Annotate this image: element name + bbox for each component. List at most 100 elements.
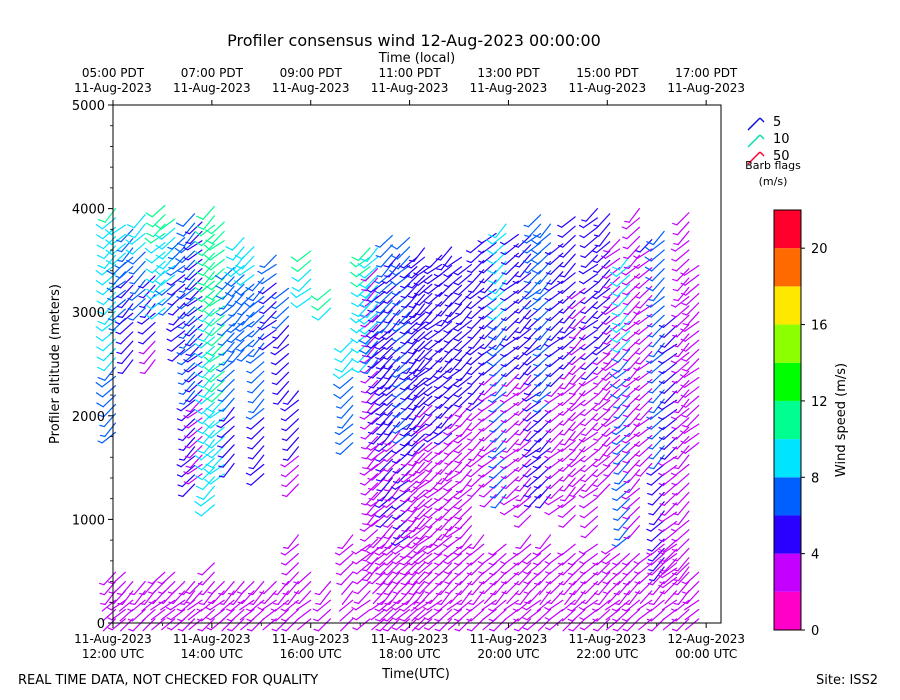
- barb-flag: [533, 562, 539, 566]
- wind-barb: [271, 608, 290, 622]
- barb-flag: [280, 562, 287, 566]
- barb-shaft: [387, 309, 401, 324]
- barb-flag: [591, 296, 597, 300]
- barb-flag: [390, 486, 396, 490]
- barb-flag: [648, 355, 655, 358]
- barb-shaft: [296, 599, 312, 611]
- wind-barb: [357, 312, 379, 325]
- barb-flag: [622, 582, 629, 586]
- barb-flag: [414, 627, 420, 631]
- barb-flag: [501, 440, 507, 443]
- barb-flag: [522, 352, 528, 356]
- barb-shaft: [232, 246, 245, 261]
- barb-shaft: [549, 618, 564, 631]
- wind-barb: [204, 221, 225, 235]
- barb-flag: [646, 360, 652, 364]
- barb-shaft: [549, 308, 564, 322]
- wind-barb: [280, 408, 299, 422]
- barb-shaft: [356, 562, 371, 575]
- barb-flag: [178, 402, 185, 405]
- barb-shaft: [380, 365, 393, 380]
- wind-barb: [183, 296, 203, 307]
- barb-flag: [671, 548, 678, 552]
- barb-flag: [559, 592, 565, 596]
- wind-barb: [648, 445, 665, 460]
- wind-barb: [185, 590, 203, 605]
- barb-flag: [602, 341, 608, 345]
- barb-flag: [614, 538, 620, 541]
- barb-flag: [376, 331, 383, 334]
- barb-shaft: [446, 599, 463, 611]
- barb-flag: [406, 331, 413, 335]
- wind-barb: [658, 562, 678, 575]
- barb-flag: [392, 302, 398, 306]
- barb-flag: [183, 302, 189, 307]
- barb-shaft: [101, 385, 117, 398]
- barb-flag: [424, 479, 431, 483]
- barb-flag: [455, 592, 462, 596]
- barb-flag: [453, 272, 459, 276]
- barb-flag: [488, 608, 494, 612]
- wind-barb: [360, 538, 379, 552]
- barb-shaft: [650, 296, 665, 308]
- barb-flag: [435, 426, 442, 429]
- barb-flag: [414, 571, 420, 575]
- barb-shaft: [143, 580, 156, 596]
- barb-flag: [477, 418, 484, 422]
- barb-shaft: [286, 580, 299, 596]
- wind-barb: [271, 315, 290, 330]
- barb-flag: [512, 280, 518, 284]
- wind-barb: [425, 534, 443, 549]
- barb-flag: [175, 258, 183, 264]
- barb-shaft: [230, 320, 245, 333]
- barb-shaft: [249, 352, 265, 364]
- wind-barb: [648, 501, 665, 516]
- barb-shaft: [492, 288, 507, 301]
- wind-barb: [622, 618, 641, 632]
- barb-shaft: [340, 339, 354, 353]
- barb-shaft: [160, 599, 176, 611]
- wind-barb: [512, 599, 532, 612]
- barb-flag: [644, 256, 652, 262]
- wind-barb: [593, 278, 611, 293]
- wind-barb: [658, 552, 678, 565]
- barb-shaft: [448, 340, 463, 354]
- wind-barb: [621, 441, 641, 454]
- barb-shaft: [404, 452, 418, 467]
- wind-barb: [623, 310, 641, 325]
- barb-flag: [95, 382, 103, 388]
- wind-barb: [622, 394, 641, 408]
- wind-barb: [220, 608, 235, 622]
- barb-flag: [205, 239, 213, 245]
- wind-barb: [216, 425, 235, 439]
- barb-flag: [247, 344, 254, 348]
- barb-flag: [634, 397, 640, 401]
- barb-shaft: [483, 437, 497, 452]
- wind-barb: [578, 273, 599, 285]
- barb-flag: [592, 260, 598, 264]
- barb-flag: [176, 474, 183, 478]
- barb-shaft: [584, 413, 599, 427]
- barb-flag: [646, 482, 653, 486]
- barb-shaft: [584, 403, 599, 417]
- barb-shaft: [363, 312, 379, 325]
- barb-flag: [646, 528, 652, 532]
- wind-barb: [236, 339, 255, 352]
- wind-barb: [622, 403, 641, 418]
- barb-flag: [415, 368, 421, 372]
- barb-shaft: [378, 328, 393, 340]
- barb-shaft: [209, 407, 225, 419]
- barb-flag: [381, 336, 387, 340]
- wind-barb: [613, 516, 631, 531]
- barb-shaft: [388, 421, 401, 436]
- barb-flag: [500, 581, 507, 585]
- barb-shaft: [411, 545, 426, 559]
- barb-flag: [194, 455, 202, 461]
- barb-flag: [423, 606, 429, 611]
- wind-barb: [453, 431, 472, 444]
- barb-shaft: [503, 599, 519, 611]
- barb-flag: [382, 515, 388, 518]
- wind-barb: [644, 240, 665, 252]
- wind-barb: [488, 456, 507, 469]
- wind-barb: [465, 543, 485, 556]
